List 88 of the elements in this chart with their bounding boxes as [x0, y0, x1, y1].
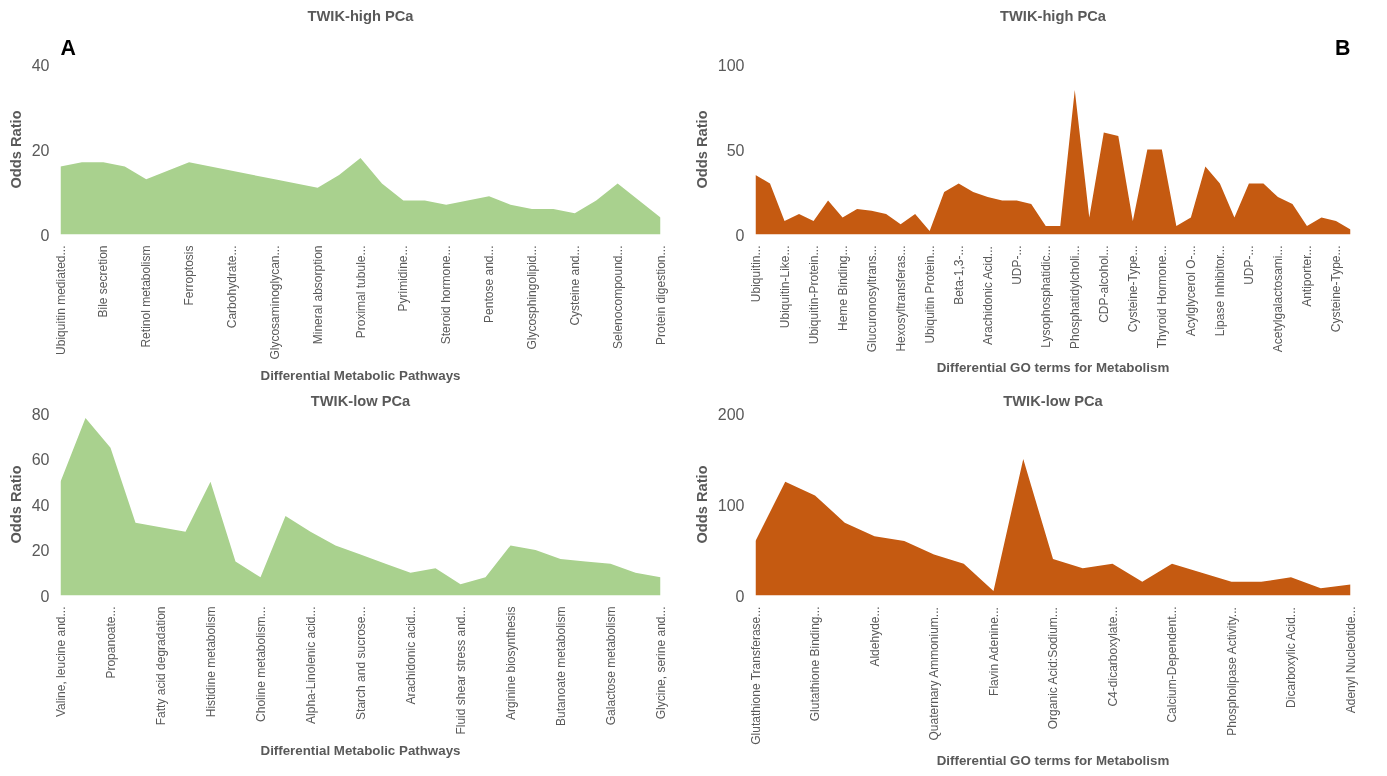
x-tick-label: Carbohydrate...	[224, 245, 239, 329]
x-tick-label: Calcium-Dependent...	[1165, 606, 1179, 723]
y-tick-label: 80	[31, 405, 50, 423]
y-axis-title: Odds Ratio	[7, 465, 24, 544]
x-tick-label: Ubiquitin...	[748, 245, 763, 303]
x-axis-title: Differential Metabolic Pathways	[260, 742, 461, 758]
x-tick-label: Ubiquitin mediated...	[53, 245, 68, 355]
x-tick-label: Ubiquitin-Like...	[777, 245, 792, 329]
x-tick-label: Ubiquitin Protein...	[922, 245, 937, 344]
x-tick-label: Starch and sucrose...	[353, 606, 368, 720]
x-tick-label: Glutathione Binding...	[808, 606, 822, 722]
x-tick-label: Lipase Inhibitor...	[1212, 245, 1227, 337]
y-axis-title: Odds Ratio	[693, 110, 710, 189]
y-tick-label: 0	[735, 587, 745, 605]
x-axis-title: Differential GO terms for Metabolism	[936, 360, 1170, 376]
x-tick-label: Butanoate metabolism	[553, 606, 568, 726]
x-tick-label: Beta-1,3-...	[951, 245, 966, 305]
x-tick-label: Arachidonic Acid...	[980, 246, 995, 345]
y-tick-label: 0	[735, 226, 745, 244]
y-tick-label: 0	[40, 226, 50, 244]
x-tick-label: Glycosphingolipid...	[524, 245, 539, 350]
x-tick-label: Arachidonic acid...	[403, 606, 418, 705]
x-tick-label: Hexosyltransferas...	[893, 245, 908, 352]
y-tick-label: 100	[717, 496, 745, 514]
x-tick-label: Organic Acid:Sodium...	[1046, 607, 1060, 730]
y-tick-label: 200	[717, 405, 745, 423]
x-axis-title: Differential GO terms for Metabolism	[936, 752, 1170, 768]
x-tick-label: Histidine metabolism	[203, 606, 218, 718]
x-tick-label: Heme Binding...	[835, 245, 850, 331]
x-tick-label: Glucuronosyltrans...	[864, 245, 879, 353]
text: A	[60, 35, 76, 60]
x-tick-label: Propanoate...	[103, 606, 118, 679]
x-tick-label: C4-dicarboxylate...	[1105, 606, 1120, 707]
y-tick-label: 20	[31, 542, 50, 559]
x-tick-label: Cysteine-Type...	[1125, 245, 1140, 333]
x-tick-label: Protein digestion...	[653, 245, 668, 345]
x-tick-label: Ferroptosis	[182, 245, 197, 306]
x-tick-label: Arginine biosynthesis	[503, 606, 518, 720]
x-tick-label: Flavin Adenine...	[986, 607, 1001, 696]
chart-title: TWIK-high PCa	[307, 7, 415, 24]
text: B	[1335, 35, 1351, 60]
x-tick-label: Choline metabolism...	[253, 606, 268, 722]
x-tick-label: Phospholipase Activity...	[1224, 607, 1239, 736]
y-tick-label: 60	[31, 451, 50, 468]
x-tick-label: Thyroid Hormone...	[1154, 245, 1169, 349]
x-tick-label: Glycine, serine and...	[653, 606, 668, 720]
x-tick-label: UDP-...	[1241, 245, 1256, 285]
x-tick-label: UDP-...	[1009, 245, 1024, 285]
x-tick-label: Acylglycerol O-...	[1183, 245, 1198, 337]
y-tick-label: 0	[40, 587, 50, 605]
x-tick-label: Phosphatidylcholi...	[1067, 245, 1082, 349]
x-tick-label: Pyrimidine...	[396, 245, 411, 312]
y-axis-title: Odds Ratio	[693, 465, 710, 544]
x-tick-label: Valine, leucine and...	[53, 606, 68, 718]
x-tick-label: Galactose metabolism	[603, 606, 618, 726]
y-axis-title: Odds Ratio	[7, 110, 24, 189]
x-tick-label: Antiporter...	[1299, 245, 1314, 307]
x-tick-label: Proximal tubule...	[353, 245, 368, 339]
x-tick-label: Glutathione Transferase...	[748, 606, 763, 745]
y-tick-label: 50	[726, 141, 745, 159]
chart-title: TWIK-high PCa	[1000, 7, 1107, 24]
x-tick-label: Dicarboxylic Acid...	[1284, 607, 1298, 708]
y-tick-label: 40	[31, 56, 50, 74]
x-tick-label: Lysophosphatidic...	[1038, 245, 1053, 348]
x-tick-label: Ubiquitin-Protein...	[806, 245, 821, 345]
x-tick-label: Acetylgalactosami...	[1270, 245, 1285, 353]
chart-title: TWIK-low PCa	[310, 392, 412, 409]
y-tick-label: 40	[31, 496, 50, 514]
x-axis-title: Differential Metabolic Pathways	[260, 367, 461, 383]
x-tick-label: Bile secretion	[96, 245, 111, 318]
x-tick-label: Mineral absorption	[310, 245, 325, 345]
x-tick-label: Cysteine and...	[567, 245, 582, 326]
x-tick-label: Retinol metabolism	[139, 245, 154, 348]
x-tick-label: Glycosaminoglycan...	[267, 245, 282, 360]
chart-title: TWIK-low PCa	[1003, 392, 1104, 409]
y-tick-label: 20	[31, 141, 50, 159]
x-tick-label: Pentose and...	[482, 245, 497, 323]
y-tick-label: 100	[717, 56, 745, 74]
x-tick-label: Aldehyde...	[867, 606, 882, 667]
x-tick-label: Selenocompound...	[610, 245, 625, 349]
x-tick-label: Fatty acid degradation	[153, 606, 168, 726]
x-tick-label: Steroid hormone...	[439, 245, 454, 345]
x-tick-label: CDP-alcohol...	[1096, 245, 1111, 323]
x-tick-label: Cysteine-Type...	[1328, 245, 1343, 333]
x-tick-label: Adenyl Nucleotide...	[1343, 606, 1358, 714]
x-tick-label: Fluid shear stress and...	[453, 606, 468, 735]
x-tick-label: Alpha-Linolenic acid...	[303, 606, 318, 724]
x-tick-label: Quaternary Ammonium...	[927, 607, 941, 741]
